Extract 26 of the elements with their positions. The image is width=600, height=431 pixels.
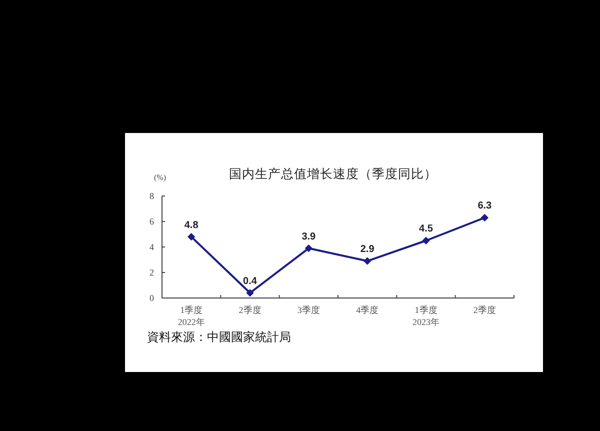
data-label: 4.8 [184,220,199,231]
data-label: 0.4 [243,276,258,287]
y-tick-label: 6 [150,216,154,227]
x-tick-label: 1季度 2023年 [412,305,440,327]
point [304,244,313,252]
x-tick-label: 1季度 2022年 [178,305,205,327]
y-axis-title: (%) [154,173,166,182]
x-tick-label: 2季度 [238,305,262,315]
point [187,232,196,241]
point [422,236,430,244]
y-tick-label: 8 [150,191,154,202]
y-tick-label: 0 [150,293,154,304]
y-tick-label: 2 [150,268,154,278]
point [363,257,372,265]
chart-title: 国内生产总值增长速度（季度同比） [229,166,437,181]
data-label: 3.9 [302,231,316,242]
y-tick-label: 4 [150,242,154,252]
data-label: 6.3 [478,200,492,212]
data-label: 4.5 [419,224,434,235]
point [480,214,489,222]
data-label: 2.9 [360,244,375,256]
source-note: 資料來源：中國國家統計局 [147,330,291,344]
x-tick-label: 2季度 [473,305,496,315]
point [246,289,254,297]
x-tick-label: 3季度 [297,305,320,315]
x-tick-label: 4季度 [356,305,379,315]
